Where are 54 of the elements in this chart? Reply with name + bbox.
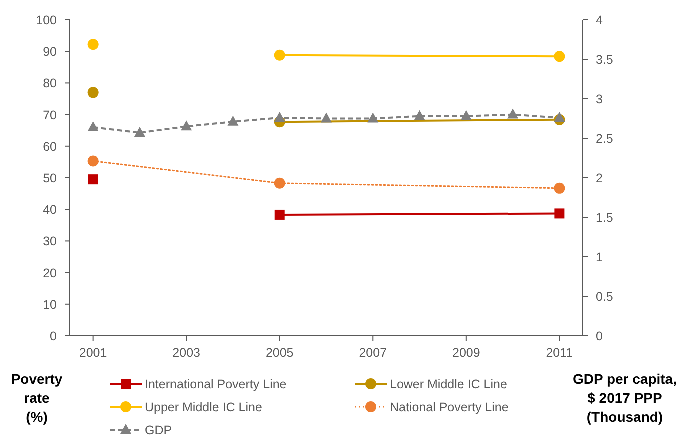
point bbox=[460, 110, 472, 120]
point bbox=[274, 210, 285, 220]
y-tick-label: 0 bbox=[50, 330, 58, 344]
point bbox=[508, 108, 519, 119]
point bbox=[554, 182, 566, 194]
y-tick-label: 10 bbox=[43, 298, 58, 312]
y-tick-label: 30 bbox=[43, 234, 58, 249]
legend-label: National Poverty Line bbox=[390, 400, 509, 414]
y-tick-label: 20 bbox=[43, 266, 58, 280]
x-tick-label: 2001 bbox=[79, 346, 108, 360]
point bbox=[368, 112, 379, 123]
x-tick-label: 2009 bbox=[452, 346, 480, 360]
y2-tick-label: 1 bbox=[596, 250, 603, 264]
y2-axis-title: GDP per capita, $ 2017 PPP (Thousand) bbox=[572, 371, 677, 425]
x-tick-label: 2007 bbox=[359, 346, 388, 360]
y2-tick-label: 0.5 bbox=[596, 290, 614, 304]
point bbox=[181, 120, 192, 131]
legend-label: International Poverty Line bbox=[145, 378, 287, 392]
y-axis-title: Poverty rate (%) bbox=[11, 371, 63, 425]
point bbox=[88, 174, 98, 185]
y-tick-label: 40 bbox=[43, 203, 58, 218]
y-tick-label: 80 bbox=[43, 76, 58, 91]
y2-tick-label: 3 bbox=[596, 92, 603, 106]
x-tick-label: 2003 bbox=[172, 346, 201, 360]
y2-tick-label: 2.5 bbox=[596, 132, 614, 146]
y-tick-label: 90 bbox=[43, 45, 58, 60]
point bbox=[88, 121, 99, 132]
y2-tick-label: 1.5 bbox=[596, 211, 614, 225]
point bbox=[274, 50, 286, 61]
y2-tick-label: 0 bbox=[596, 330, 603, 344]
point bbox=[554, 208, 565, 219]
legend-label: Upper Middle IC Line bbox=[145, 400, 262, 414]
point bbox=[414, 110, 426, 120]
point bbox=[554, 112, 566, 122]
point bbox=[274, 112, 286, 122]
y-tick-label: 50 bbox=[43, 172, 58, 186]
y2-tick-label: 3.5 bbox=[596, 53, 614, 67]
point bbox=[554, 51, 566, 62]
point bbox=[321, 112, 332, 123]
y-tick-label: 60 bbox=[43, 140, 58, 154]
point bbox=[134, 126, 146, 137]
y-tick-label: 100 bbox=[36, 14, 58, 28]
y2-tick-label: 4 bbox=[596, 14, 603, 28]
x-tick-label: 2011 bbox=[546, 346, 574, 360]
y-tick-label: 70 bbox=[43, 108, 58, 122]
x-tick-label: 2005 bbox=[266, 346, 294, 360]
legend-label: Lower Middle IC Line bbox=[390, 378, 508, 392]
y2-tick-label: 2 bbox=[596, 172, 603, 186]
point bbox=[274, 178, 286, 189]
point bbox=[228, 116, 239, 126]
point bbox=[88, 39, 99, 50]
point bbox=[88, 87, 99, 98]
point bbox=[88, 156, 99, 167]
legend-label: GDP bbox=[145, 424, 172, 436]
